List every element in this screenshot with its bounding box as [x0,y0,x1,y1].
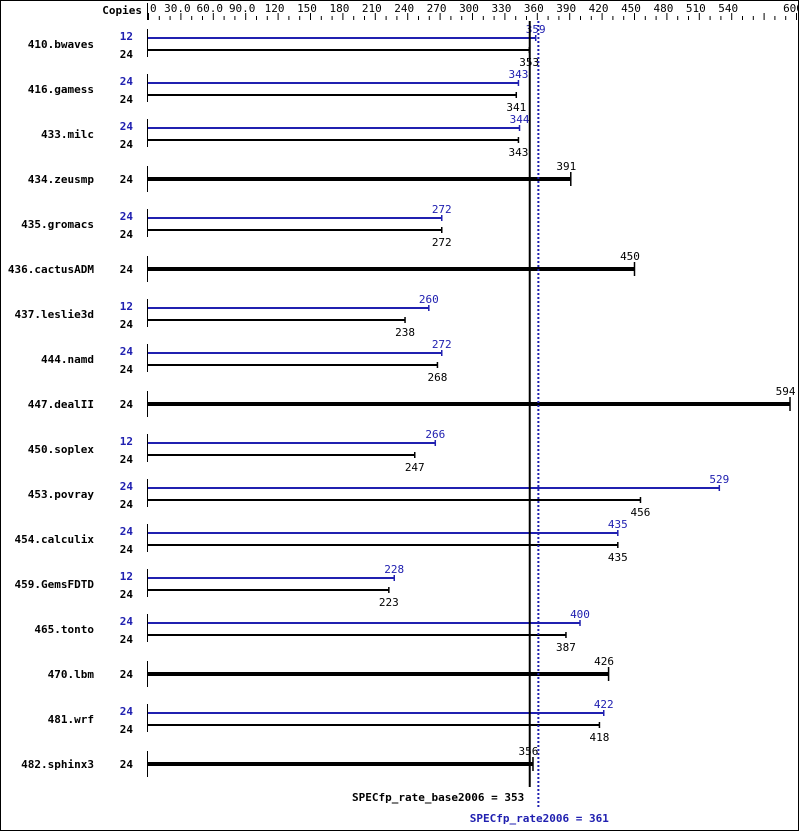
base-reference-label: SPECfp_rate_base2006 = 353 [352,791,524,804]
base-copies: 24 [120,263,134,276]
peak-copies: 24 [120,345,134,358]
base-copies: 24 [120,138,134,151]
x-tick-label: 210 [362,2,382,15]
x-tick-label: 180 [329,2,349,15]
benchmark-label: 436.cactusADM [8,263,94,276]
peak-value-label: 359 [526,23,546,36]
base-value-label: 272 [432,236,452,249]
benchmark-label: 447.dealII [28,398,94,411]
peak-copies: 12 [120,30,133,43]
benchmark-label: 459.GemsFDTD [15,578,95,591]
benchmark-label: 435.gromacs [21,218,94,231]
peak-value-label: 435 [608,518,628,531]
benchmark-label: 453.povray [28,488,95,501]
x-tick-label: 360 [524,2,544,15]
peak-value-label: 343 [509,68,529,81]
base-copies: 24 [120,318,134,331]
base-copies: 24 [120,453,134,466]
base-copies: 24 [120,228,134,241]
base-copies: 24 [120,173,134,186]
peak-copies: 24 [120,75,134,88]
base-value-label: 450 [620,250,640,263]
benchmark-label: 444.namd [41,353,94,366]
base-value-label: 418 [590,731,610,744]
peak-copies: 12 [120,435,133,448]
x-tick-label: 420 [589,2,609,15]
x-tick-label: 480 [653,2,673,15]
base-copies: 24 [120,48,134,61]
peak-copies: 12 [120,570,133,583]
x-tick-label: 150 [297,2,317,15]
x-tick-label: 300 [459,2,479,15]
benchmark-label: 481.wrf [48,713,94,726]
base-value-label: 238 [395,326,415,339]
base-value-label: 456 [631,506,651,519]
peak-copies: 24 [120,615,134,628]
peak-copies: 24 [120,525,134,538]
x-tick-label: 120 [265,2,285,15]
base-copies: 24 [120,93,134,106]
peak-value-label: 272 [432,203,452,216]
peak-copies: 24 [120,705,134,718]
benchmark-label: 410.bwaves [28,38,94,51]
peak-value-label: 260 [419,293,439,306]
peak-copies: 24 [120,480,134,493]
peak-copies: 24 [120,120,134,133]
base-copies: 24 [120,633,134,646]
benchmark-label: 470.lbm [48,668,95,681]
peak-copies: 12 [120,300,133,313]
x-tick-label: 240 [394,2,414,15]
base-copies: 24 [120,498,134,511]
base-value-label: 426 [594,655,614,668]
peak-reference-label: SPECfp_rate2006 = 361 [470,812,609,825]
x-tick-label: 90.0 [229,2,256,15]
x-tick-label: 450 [621,2,641,15]
base-value-label: 341 [506,101,526,114]
peak-value-label: 422 [594,698,614,711]
x-tick-label: 600 [783,2,798,15]
base-value-label: 387 [556,641,576,654]
peak-copies: 24 [120,210,134,223]
base-value-label: 391 [556,160,576,173]
x-tick-label: 330 [491,2,511,15]
base-value-label: 356 [519,745,539,758]
peak-value-label: 400 [570,608,590,621]
peak-value-label: 266 [425,428,445,441]
copies-header: Copies [102,4,142,17]
base-value-label: 223 [379,596,399,609]
peak-value-label: 529 [709,473,729,486]
x-tick-label: 390 [556,2,576,15]
benchmark-label: 450.soplex [28,443,95,456]
base-copies: 24 [120,398,134,411]
peak-value-label: 228 [384,563,404,576]
base-copies: 24 [120,543,134,556]
peak-value-label: 272 [432,338,452,351]
benchmark-label: 465.tonto [34,623,94,636]
x-tick-label: 540 [718,2,738,15]
benchmark-label: 433.milc [41,128,94,141]
x-tick-label: 270 [427,2,447,15]
base-copies: 24 [120,668,134,681]
base-copies: 24 [120,588,134,601]
base-copies: 24 [120,723,134,736]
base-copies: 24 [120,758,134,771]
x-tick-label: 510 [686,2,706,15]
base-value-label: 247 [405,461,425,474]
x-tick-label: 30.0 [164,2,191,15]
base-value-label: 435 [608,551,628,564]
base-copies: 24 [120,363,134,376]
benchmark-label: 482.sphinx3 [21,758,94,771]
benchmark-label: 437.leslie3d [15,308,94,321]
x-tick-label: 0 [150,2,157,15]
base-value-label: 268 [428,371,448,384]
benchmark-label: 454.calculix [15,533,95,546]
benchmark-label: 434.zeusmp [28,173,95,186]
base-value-label: 594 [776,385,796,398]
peak-value-label: 344 [510,113,530,126]
base-value-label: 343 [509,146,529,159]
x-tick-label: 60.0 [197,2,224,15]
benchmark-label: 416.gamess [28,83,94,96]
